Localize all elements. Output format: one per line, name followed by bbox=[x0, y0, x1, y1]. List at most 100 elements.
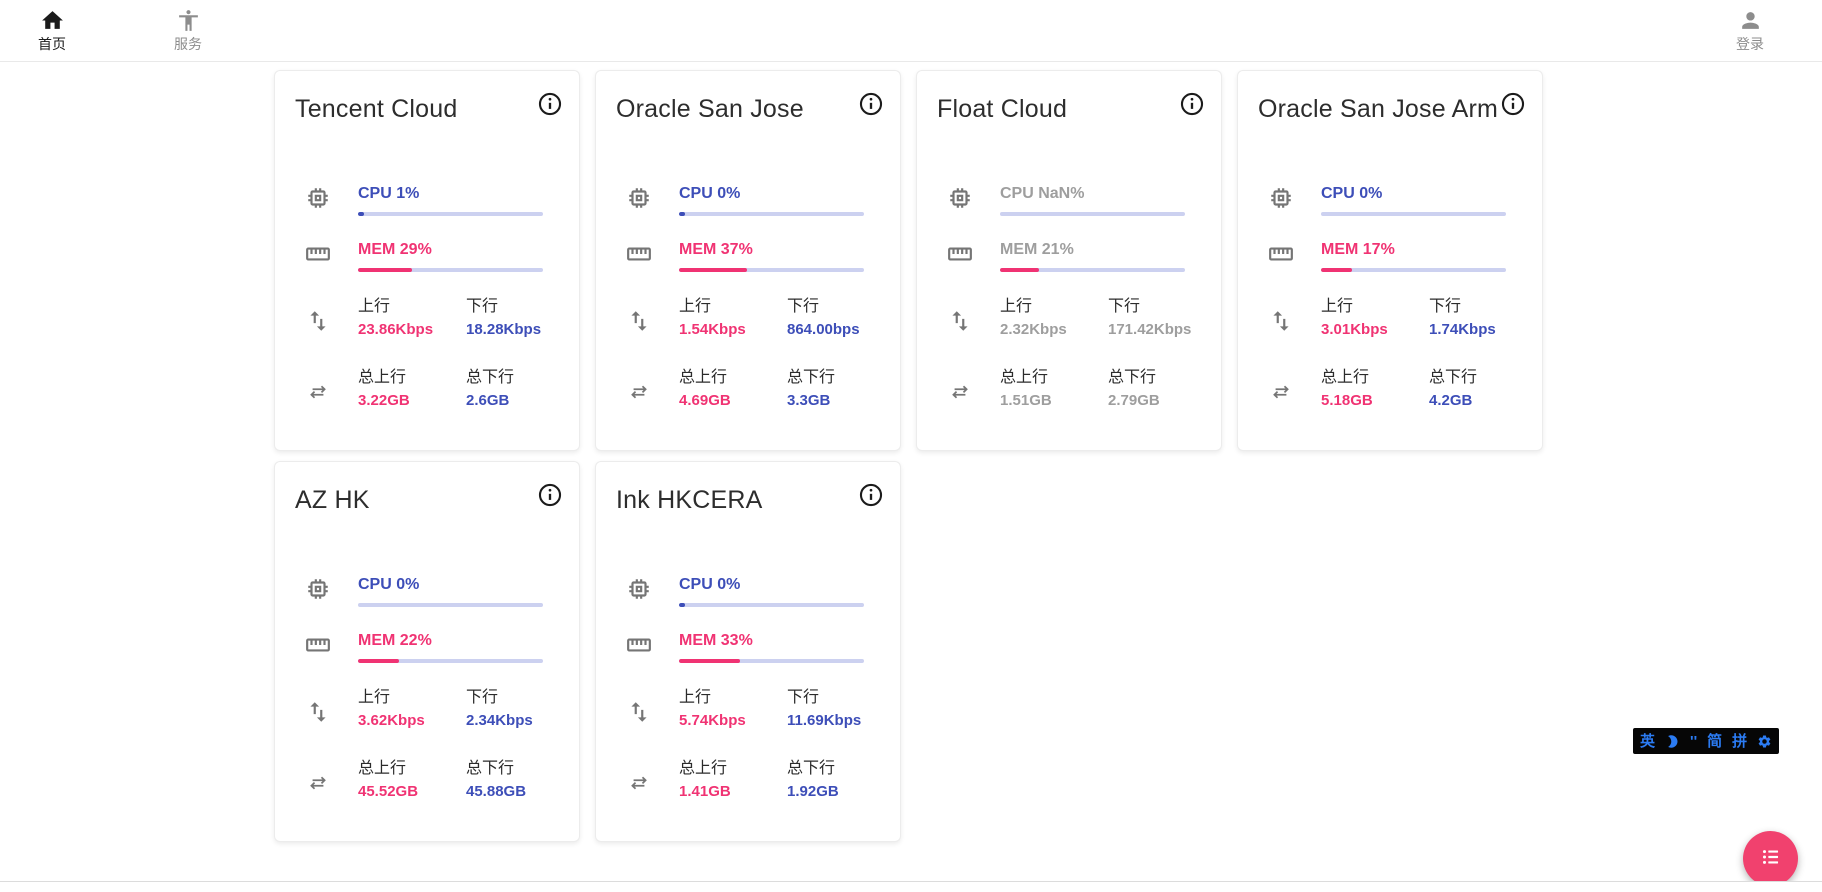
mem-progress-fill bbox=[1321, 268, 1353, 272]
mem-row: MEM 37% bbox=[616, 241, 880, 272]
download-label: 下行 bbox=[787, 298, 820, 315]
cpu-progressbar bbox=[1000, 212, 1185, 216]
totals-row: 总上行 45.52GB 总下行 45.88GB bbox=[295, 759, 559, 800]
mem-progressbar bbox=[679, 268, 864, 272]
total-download-label: 总下行 bbox=[466, 369, 515, 386]
server-name: AZ HK bbox=[295, 486, 370, 514]
cpu-progressbar bbox=[358, 212, 543, 216]
ime-punctuation-toggle[interactable]: '' bbox=[1690, 732, 1698, 750]
ime-language-toggle[interactable]: 英 bbox=[1640, 732, 1656, 750]
mem-label: MEM 22% bbox=[358, 632, 432, 649]
mem-label: MEM 37% bbox=[679, 241, 753, 258]
cpu-label: CPU NaN% bbox=[1000, 185, 1085, 202]
cpu-label: CPU 0% bbox=[679, 185, 741, 202]
total-upload-label: 总上行 bbox=[679, 369, 728, 386]
swap-vertical-icon bbox=[626, 308, 652, 334]
info-button[interactable] bbox=[536, 90, 564, 118]
info-button[interactable] bbox=[1499, 90, 1527, 118]
info-button[interactable] bbox=[857, 481, 885, 509]
server-metrics: CPU 0% MEM 37% bbox=[616, 185, 880, 409]
total-upload-value: 1.41GB bbox=[679, 783, 731, 800]
ruler-icon bbox=[626, 632, 652, 658]
info-button[interactable] bbox=[1178, 90, 1206, 118]
total-download-label: 总下行 bbox=[1108, 369, 1157, 386]
swap-vertical-icon bbox=[305, 699, 331, 725]
total-download-value: 2.79GB bbox=[1108, 392, 1160, 409]
swap-vertical-icon bbox=[1268, 308, 1294, 334]
totals-row: 总上行 1.41GB 总下行 1.92GB bbox=[616, 759, 880, 800]
speed-row: 上行 1.54Kbps 下行 864.00bps bbox=[616, 297, 880, 338]
swap-horizontal-icon bbox=[947, 379, 973, 405]
swap-horizontal-icon bbox=[626, 379, 652, 405]
cpu-row: CPU 1% bbox=[295, 185, 559, 216]
server-metrics: CPU NaN% MEM 21% bbox=[937, 185, 1201, 409]
mem-progress-fill bbox=[358, 268, 412, 272]
server-name: Ink HKCERA bbox=[616, 486, 763, 514]
total-download-label: 总下行 bbox=[787, 760, 836, 777]
total-upload-label: 总上行 bbox=[358, 760, 407, 777]
total-upload-value: 5.18GB bbox=[1321, 392, 1373, 409]
cpu-row: CPU 0% bbox=[616, 185, 880, 216]
ruler-icon bbox=[305, 632, 331, 658]
gear-icon[interactable] bbox=[1757, 734, 1772, 749]
totals-row: 总上行 3.22GB 总下行 2.6GB bbox=[295, 368, 559, 409]
download-label: 下行 bbox=[466, 689, 499, 706]
download-value: 1.74Kbps bbox=[1429, 321, 1496, 338]
info-icon bbox=[857, 483, 885, 512]
nav-item-services[interactable]: 服务 bbox=[156, 0, 220, 62]
swap-horizontal-icon bbox=[1268, 379, 1294, 405]
top-navbar: 首页 服务 登录 bbox=[0, 0, 1822, 62]
ime-pinyin-toggle[interactable]: 拼 bbox=[1732, 732, 1748, 750]
nav-item-home[interactable]: 首页 bbox=[20, 0, 84, 62]
total-download-label: 总下行 bbox=[1429, 369, 1478, 386]
person-icon bbox=[1738, 8, 1763, 33]
chip-icon bbox=[305, 576, 331, 602]
cpu-row: CPU 0% bbox=[295, 576, 559, 607]
ime-simplified-toggle[interactable]: 简 bbox=[1707, 732, 1723, 750]
server-name: Float Cloud bbox=[937, 95, 1068, 123]
swap-vertical-icon bbox=[947, 308, 973, 334]
total-upload-value: 45.52GB bbox=[358, 783, 419, 800]
chip-icon bbox=[305, 185, 331, 211]
swap-horizontal-icon bbox=[305, 379, 331, 405]
chip-icon bbox=[626, 576, 652, 602]
server-list-fab[interactable] bbox=[1743, 831, 1798, 886]
mem-progressbar bbox=[358, 659, 543, 663]
upload-value: 1.54Kbps bbox=[679, 321, 746, 338]
info-icon bbox=[857, 92, 885, 121]
mem-label: MEM 33% bbox=[679, 632, 753, 649]
info-button[interactable] bbox=[857, 90, 885, 118]
mem-row: MEM 21% bbox=[937, 241, 1201, 272]
total-download-value: 45.88GB bbox=[466, 783, 527, 800]
upload-label: 上行 bbox=[679, 298, 712, 315]
total-upload-label: 总上行 bbox=[1321, 369, 1370, 386]
upload-value: 2.32Kbps bbox=[1000, 321, 1067, 338]
cpu-label: CPU 0% bbox=[358, 576, 420, 593]
cpu-progressbar bbox=[358, 603, 543, 607]
chip-icon bbox=[947, 185, 973, 211]
swap-horizontal-icon bbox=[626, 770, 652, 796]
server-card: AZ HK CPU 0% bbox=[274, 461, 580, 842]
ruler-icon bbox=[305, 241, 331, 267]
moon-icon[interactable] bbox=[1665, 734, 1680, 749]
info-icon bbox=[1178, 92, 1206, 121]
upload-value: 5.74Kbps bbox=[679, 712, 746, 729]
server-card: Tencent Cloud CPU 1% bbox=[274, 70, 580, 451]
chip-icon bbox=[626, 185, 652, 211]
mem-row: MEM 29% bbox=[295, 241, 559, 272]
download-value: 18.28Kbps bbox=[466, 321, 542, 338]
nav-item-login[interactable]: 登录 bbox=[1718, 0, 1782, 62]
speed-row: 上行 2.32Kbps 下行 171.42Kbps bbox=[937, 297, 1201, 338]
info-button[interactable] bbox=[536, 481, 564, 509]
total-upload-label: 总上行 bbox=[679, 760, 728, 777]
mem-progressbar bbox=[679, 659, 864, 663]
server-card: Oracle San Jose CPU 0% bbox=[595, 70, 901, 451]
totals-row: 总上行 1.51GB 总下行 2.79GB bbox=[937, 368, 1201, 409]
server-grid: Tencent Cloud CPU 1% bbox=[274, 70, 1543, 842]
chip-icon bbox=[1268, 185, 1294, 211]
nav-home-label: 首页 bbox=[38, 35, 66, 52]
home-icon bbox=[40, 8, 65, 33]
cpu-label: CPU 1% bbox=[358, 185, 420, 202]
mem-progressbar bbox=[1321, 268, 1506, 272]
download-value: 864.00bps bbox=[787, 321, 860, 338]
